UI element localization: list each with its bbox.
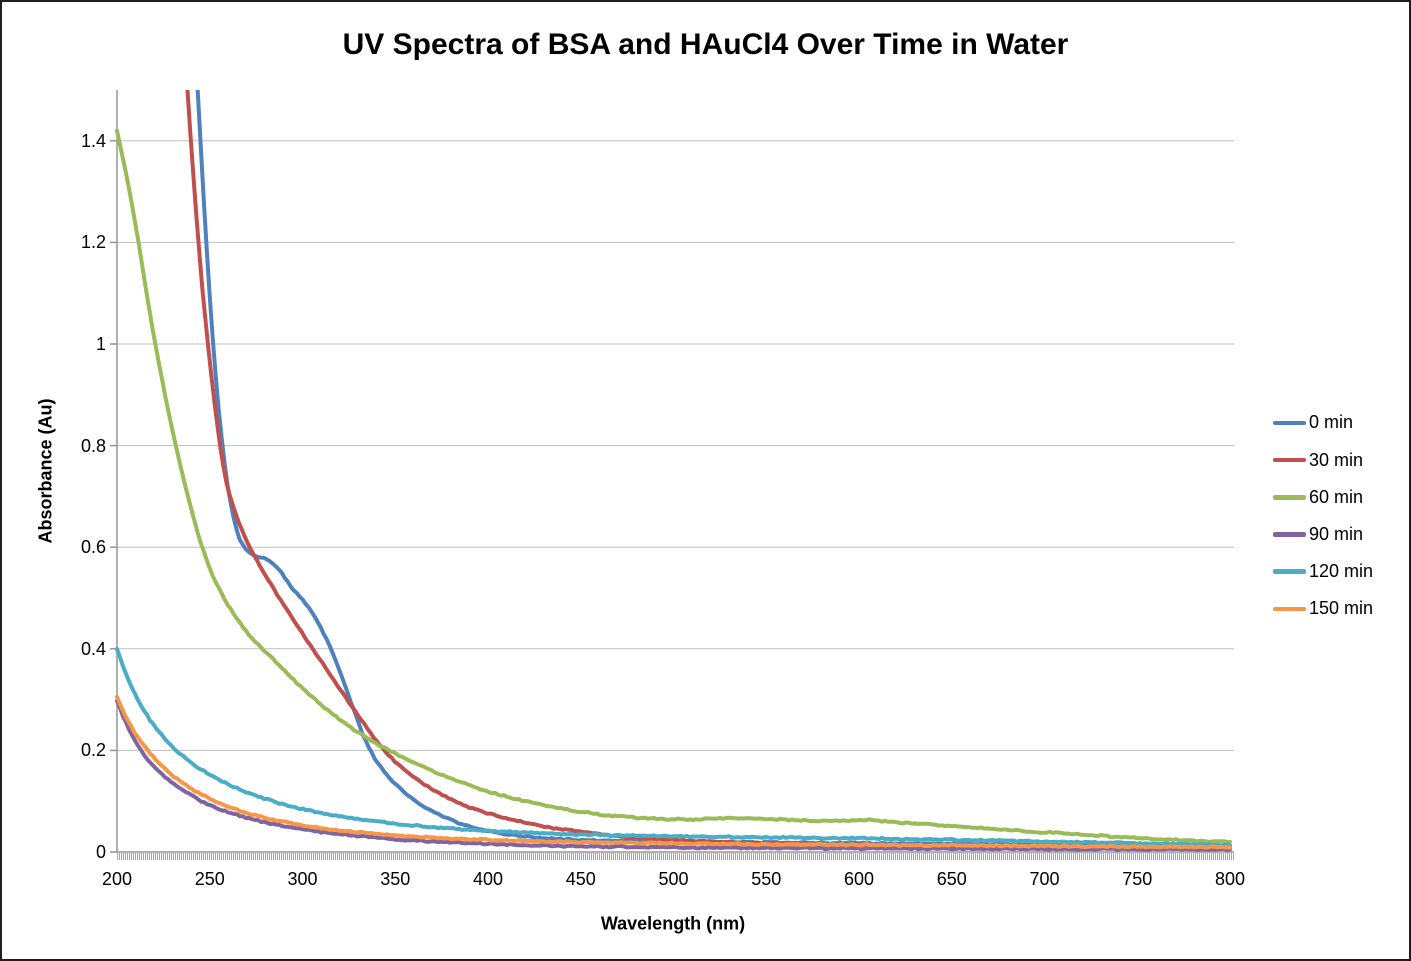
legend-item: 0 min — [1273, 404, 1353, 441]
legend-label: 60 min — [1309, 486, 1364, 507]
y-tick-label: 0.8 — [80, 435, 106, 456]
legend-item: 30 min — [1273, 442, 1363, 479]
x-tick-label: 500 — [658, 869, 689, 889]
legend-label: 30 min — [1309, 449, 1364, 470]
x-tick-label: 750 — [1122, 869, 1153, 889]
y-tick-label: 0.2 — [80, 740, 106, 761]
legend-line-swatch — [1273, 457, 1306, 463]
legend-line-swatch — [1273, 495, 1306, 500]
y-tick-label: 1 — [95, 334, 106, 354]
y-tick-label: 0.6 — [80, 537, 106, 558]
x-tick-label: 600 — [843, 869, 875, 889]
y-tick-label: 1.2 — [80, 232, 106, 253]
series-line-30-min — [185, 90, 1232, 851]
series-line-60-min — [115, 128, 1232, 845]
x-tick-label: 700 — [1029, 869, 1060, 889]
legend-item: 90 min — [1273, 516, 1363, 553]
y-tick-label: 0 — [95, 842, 106, 862]
x-tick-label: 800 — [1214, 869, 1246, 889]
series-line-0-min — [195, 90, 1232, 850]
legend-item: 60 min — [1273, 479, 1363, 516]
legend-label: 0 min — [1309, 412, 1354, 433]
chart-title: UV Spectra of BSA and HAuCl4 Over Time i… — [342, 28, 1069, 61]
x-axis-title: Wavelength (nm) — [600, 913, 746, 934]
series-line-150-min — [115, 694, 1232, 850]
x-tick-label: 300 — [287, 869, 318, 889]
y-tick-label: 1.4 — [80, 130, 106, 151]
y-tick-label: 0.4 — [80, 638, 106, 659]
legend-label: 90 min — [1309, 524, 1364, 544]
legend-label: 120 min — [1309, 561, 1374, 582]
series-line-120-min — [115, 646, 1232, 848]
legend: 0 min 30 min 60 min 90 min 120 min 150 min — [1273, 2, 1403, 959]
legend-item: 120 min — [1273, 553, 1373, 590]
series-group — [115, 90, 1232, 852]
x-tick-label: 450 — [565, 869, 596, 889]
legend-line-swatch — [1273, 569, 1306, 574]
x-tick-label: 400 — [472, 869, 504, 889]
legend-line-swatch — [1273, 532, 1306, 537]
x-tick-label: 550 — [751, 869, 782, 889]
legend-item: 150 min — [1273, 590, 1373, 627]
x-tick-label: 650 — [936, 869, 967, 889]
x-tick-label: 200 — [101, 869, 133, 889]
legend-line-swatch — [1273, 420, 1306, 426]
x-tick-label: 250 — [194, 869, 225, 889]
x-tick-label: 350 — [380, 869, 411, 889]
legend-label: 150 min — [1309, 598, 1374, 619]
y-axis-title: Absorbance (Au) — [35, 398, 56, 544]
legend-line-swatch — [1273, 606, 1306, 612]
series-line-90-min — [115, 698, 1232, 852]
